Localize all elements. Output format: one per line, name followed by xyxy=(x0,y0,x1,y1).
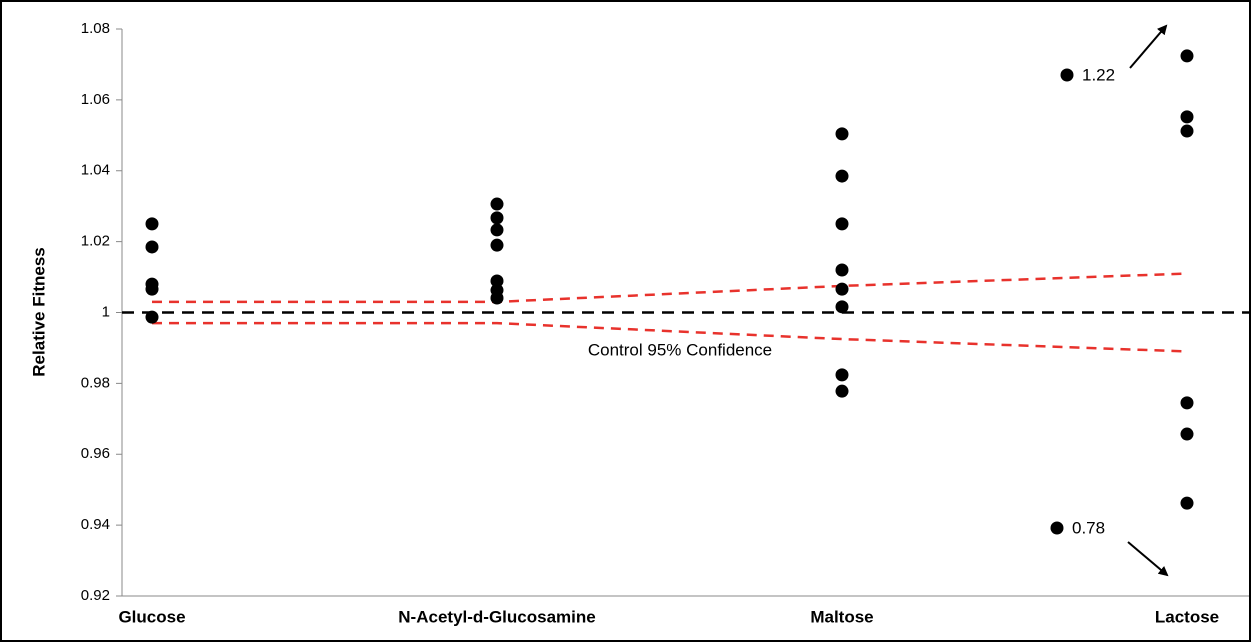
data-point xyxy=(145,282,159,296)
off-scale-label: 0.78 xyxy=(1072,518,1105,537)
data-point xyxy=(490,274,504,288)
data-point xyxy=(145,240,159,254)
off-scale-point xyxy=(1050,521,1064,535)
data-point xyxy=(835,217,849,231)
data-point xyxy=(1180,110,1194,124)
data-point xyxy=(835,368,849,382)
y-tick-label: 1.02 xyxy=(81,233,110,250)
ci-line xyxy=(152,272,1188,304)
y-tick-label: 0.96 xyxy=(81,445,110,462)
data-point xyxy=(1180,396,1194,410)
y-tick-label: 0.92 xyxy=(81,587,110,604)
data-point xyxy=(835,263,849,277)
y-tick-label: 1.08 xyxy=(81,20,110,37)
y-tick-label: 1.04 xyxy=(81,162,110,179)
data-point xyxy=(1180,427,1194,441)
x-tick-label: Lactose xyxy=(1155,607,1219,626)
y-tick-label: 0.94 xyxy=(81,516,110,533)
data-point xyxy=(490,211,504,225)
data-point xyxy=(1180,496,1194,510)
data-point xyxy=(835,282,849,296)
arrow-up xyxy=(1129,24,1168,69)
y-axis-title: Relative Fitness xyxy=(29,247,48,376)
data-point xyxy=(145,310,159,324)
off-scale-label: 1.22 xyxy=(1082,65,1115,84)
y-tick-label: 1 xyxy=(102,303,110,320)
data-point xyxy=(490,238,504,252)
x-tick-label: Maltose xyxy=(810,607,873,626)
data-point xyxy=(490,197,504,211)
data-point xyxy=(1180,49,1194,63)
data-point xyxy=(1180,124,1194,138)
data-point xyxy=(145,217,159,231)
data-point xyxy=(490,291,504,305)
x-tick-label: N-Acetyl-d-Glucosamine xyxy=(398,607,595,626)
x-tick-label: Glucose xyxy=(118,607,185,626)
data-point xyxy=(835,384,849,398)
data-point xyxy=(490,223,504,237)
y-tick-label: 1.06 xyxy=(81,91,110,108)
off-scale-point xyxy=(1060,68,1074,82)
data-point xyxy=(835,127,849,141)
y-tick-label: 0.98 xyxy=(81,374,110,391)
arrow-down xyxy=(1127,541,1169,577)
data-point xyxy=(835,169,849,183)
data-point xyxy=(835,300,849,314)
ci-line xyxy=(152,321,1188,353)
ci-label: Control 95% Confidence xyxy=(588,340,772,359)
